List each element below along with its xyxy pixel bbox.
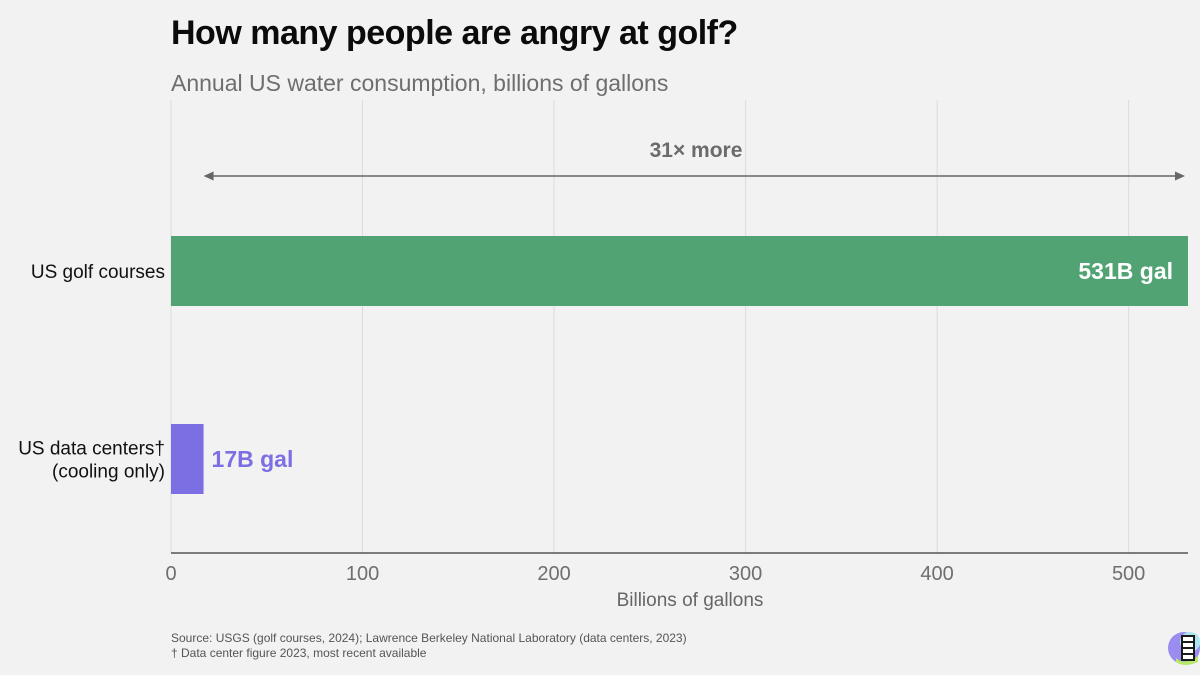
data-label: 531B gal xyxy=(1078,258,1173,284)
category-label: US data centers† xyxy=(18,439,165,460)
bar xyxy=(171,236,1188,306)
category-label: US golf courses xyxy=(31,262,165,283)
chart-footer: Source: USGS (golf courses, 2024); Lawre… xyxy=(171,631,687,661)
x-axis-label: Billions of gallons xyxy=(617,590,764,611)
chart-subtitle: Annual US water consumption, billions of… xyxy=(171,70,669,96)
dagger-note: † Data center figure 2023, most recent a… xyxy=(171,646,427,660)
x-tick-label: 300 xyxy=(729,563,762,585)
x-tick-label: 0 xyxy=(165,563,176,585)
category-label: (cooling only) xyxy=(52,462,165,483)
annotation-arrowhead-right xyxy=(1175,171,1185,181)
data-label: 17B gal xyxy=(212,446,294,472)
x-tick-label: 200 xyxy=(537,563,570,585)
chart-title: How many people are angry at golf? xyxy=(171,14,738,52)
publication-logo-icon xyxy=(1168,632,1200,665)
annotation-arrowhead-left xyxy=(203,171,214,181)
x-tick-label: 500 xyxy=(1112,563,1145,585)
bar xyxy=(171,424,204,494)
x-tick-label: 400 xyxy=(920,563,953,585)
source-note: Source: USGS (golf courses, 2024); Lawre… xyxy=(171,631,687,645)
annotation-label: 31× more xyxy=(650,139,743,162)
x-tick-label: 100 xyxy=(346,563,379,585)
